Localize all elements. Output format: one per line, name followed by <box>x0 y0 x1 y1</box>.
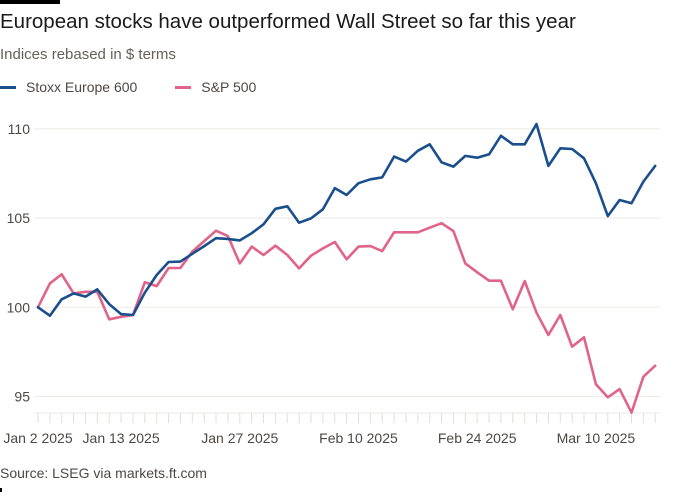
legend: Stoxx Europe 600 S&P 500 <box>0 79 256 95</box>
legend-label: S&P 500 <box>201 79 257 95</box>
legend-swatch <box>0 85 16 89</box>
legend-item-stoxx: Stoxx Europe 600 <box>0 79 137 95</box>
legend-label: Stoxx Europe 600 <box>26 79 138 95</box>
legend-swatch <box>175 85 192 89</box>
y-tick-label: 95 <box>14 389 30 405</box>
brand-bar <box>0 0 60 4</box>
x-tick-label: Jan 2 2025 <box>3 430 72 446</box>
x-tick-label: Jan 13 2025 <box>83 430 160 446</box>
chart-subtitle: Indices rebased in $ terms <box>0 46 176 63</box>
x-tick-label: Feb 24 2025 <box>438 430 517 446</box>
y-tick-label: 110 <box>8 121 31 137</box>
chart-title: European stocks have outperformed Wall S… <box>0 10 576 33</box>
y-tick-label: 105 <box>7 210 31 226</box>
series-line-sp-500 <box>36 221 657 414</box>
source-note: Source: LSEG via markets.ft.com <box>0 465 207 481</box>
y-tick-label: 100 <box>7 299 31 315</box>
x-tick-label: Feb 10 2025 <box>319 430 398 446</box>
x-tick-label: Mar 10 2025 <box>557 430 636 446</box>
x-tick-label: Jan 27 2025 <box>201 430 278 446</box>
footer-mark <box>0 488 2 492</box>
series-line-stoxx-europe-600 <box>36 122 657 318</box>
legend-item-sp500: S&P 500 <box>175 79 256 95</box>
